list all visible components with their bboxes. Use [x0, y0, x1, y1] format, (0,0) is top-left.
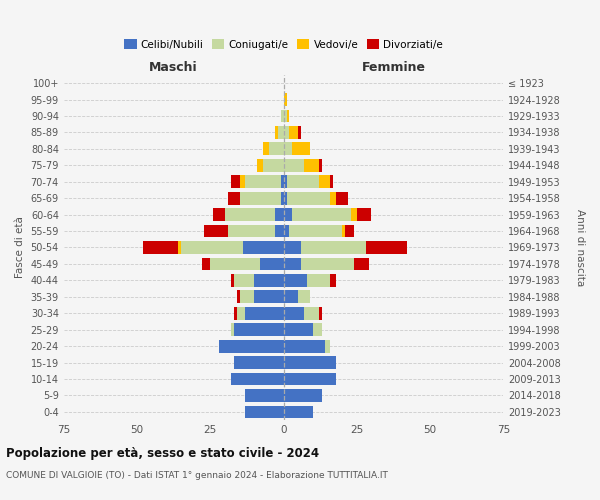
Bar [260, 258, 284, 270]
Bar [254, 290, 284, 303]
Bar [242, 241, 284, 254]
Bar [231, 324, 234, 336]
Bar [289, 126, 298, 139]
Bar [284, 340, 325, 352]
Bar [357, 208, 371, 221]
Bar [337, 192, 348, 204]
Bar [239, 176, 245, 188]
Legend: Celibi/Nubili, Coniugati/e, Vedovi/e, Divorziati/e: Celibi/Nubili, Coniugati/e, Vedovi/e, Di… [120, 35, 447, 54]
Bar [278, 126, 284, 139]
Bar [284, 93, 287, 106]
Bar [284, 290, 298, 303]
Y-axis label: Fasce di età: Fasce di età [15, 216, 25, 278]
Text: Popolazione per età, sesso e stato civile - 2024: Popolazione per età, sesso e stato civil… [6, 448, 319, 460]
Bar [284, 176, 287, 188]
Bar [304, 307, 319, 320]
Bar [301, 241, 365, 254]
Bar [284, 224, 289, 237]
Bar [307, 274, 331, 287]
Bar [234, 307, 236, 320]
Text: Maschi: Maschi [149, 61, 198, 74]
Bar [342, 224, 345, 237]
Bar [284, 142, 292, 155]
Bar [234, 274, 254, 287]
Bar [319, 176, 331, 188]
Bar [231, 176, 239, 188]
Bar [365, 241, 407, 254]
Bar [245, 389, 284, 402]
Bar [281, 192, 284, 204]
Bar [181, 241, 242, 254]
Bar [234, 324, 284, 336]
Bar [304, 159, 319, 172]
Bar [245, 406, 284, 418]
Bar [284, 356, 337, 369]
Bar [275, 224, 284, 237]
Bar [284, 258, 301, 270]
Bar [351, 208, 357, 221]
Bar [236, 307, 245, 320]
Bar [289, 224, 342, 237]
Bar [313, 324, 322, 336]
Bar [281, 110, 284, 122]
Bar [298, 290, 310, 303]
Bar [239, 192, 281, 204]
Bar [219, 340, 284, 352]
Bar [284, 110, 287, 122]
Bar [213, 208, 225, 221]
Bar [281, 176, 284, 188]
Bar [298, 126, 301, 139]
Bar [178, 241, 181, 254]
Bar [245, 307, 284, 320]
Bar [287, 192, 331, 204]
Bar [284, 192, 287, 204]
Bar [287, 176, 319, 188]
Bar [228, 192, 239, 204]
Bar [319, 159, 322, 172]
Bar [245, 176, 281, 188]
Bar [287, 110, 289, 122]
Bar [225, 208, 275, 221]
Bar [284, 208, 292, 221]
Bar [269, 142, 284, 155]
Bar [354, 258, 368, 270]
Bar [319, 307, 322, 320]
Bar [292, 208, 351, 221]
Bar [284, 274, 307, 287]
Bar [284, 159, 304, 172]
Bar [284, 389, 322, 402]
Text: COMUNE DI VALGIOIE (TO) - Dati ISTAT 1° gennaio 2024 - Elaborazione TUTTITALIA.I: COMUNE DI VALGIOIE (TO) - Dati ISTAT 1° … [6, 470, 388, 480]
Bar [292, 142, 310, 155]
Bar [284, 406, 313, 418]
Bar [325, 340, 331, 352]
Bar [205, 224, 228, 237]
Bar [275, 126, 278, 139]
Bar [239, 290, 254, 303]
Bar [331, 192, 337, 204]
Bar [231, 372, 284, 386]
Bar [331, 274, 337, 287]
Bar [263, 159, 284, 172]
Bar [275, 208, 284, 221]
Bar [345, 224, 354, 237]
Y-axis label: Anni di nascita: Anni di nascita [575, 209, 585, 286]
Bar [228, 224, 275, 237]
Bar [254, 274, 284, 287]
Bar [234, 356, 284, 369]
Bar [284, 307, 304, 320]
Bar [202, 258, 211, 270]
Bar [284, 126, 289, 139]
Bar [284, 241, 301, 254]
Bar [284, 324, 313, 336]
Bar [284, 372, 337, 386]
Bar [231, 274, 234, 287]
Bar [301, 258, 354, 270]
Bar [331, 176, 334, 188]
Text: Femmine: Femmine [361, 61, 425, 74]
Bar [236, 290, 239, 303]
Bar [263, 142, 269, 155]
Bar [143, 241, 178, 254]
Bar [211, 258, 260, 270]
Bar [257, 159, 263, 172]
